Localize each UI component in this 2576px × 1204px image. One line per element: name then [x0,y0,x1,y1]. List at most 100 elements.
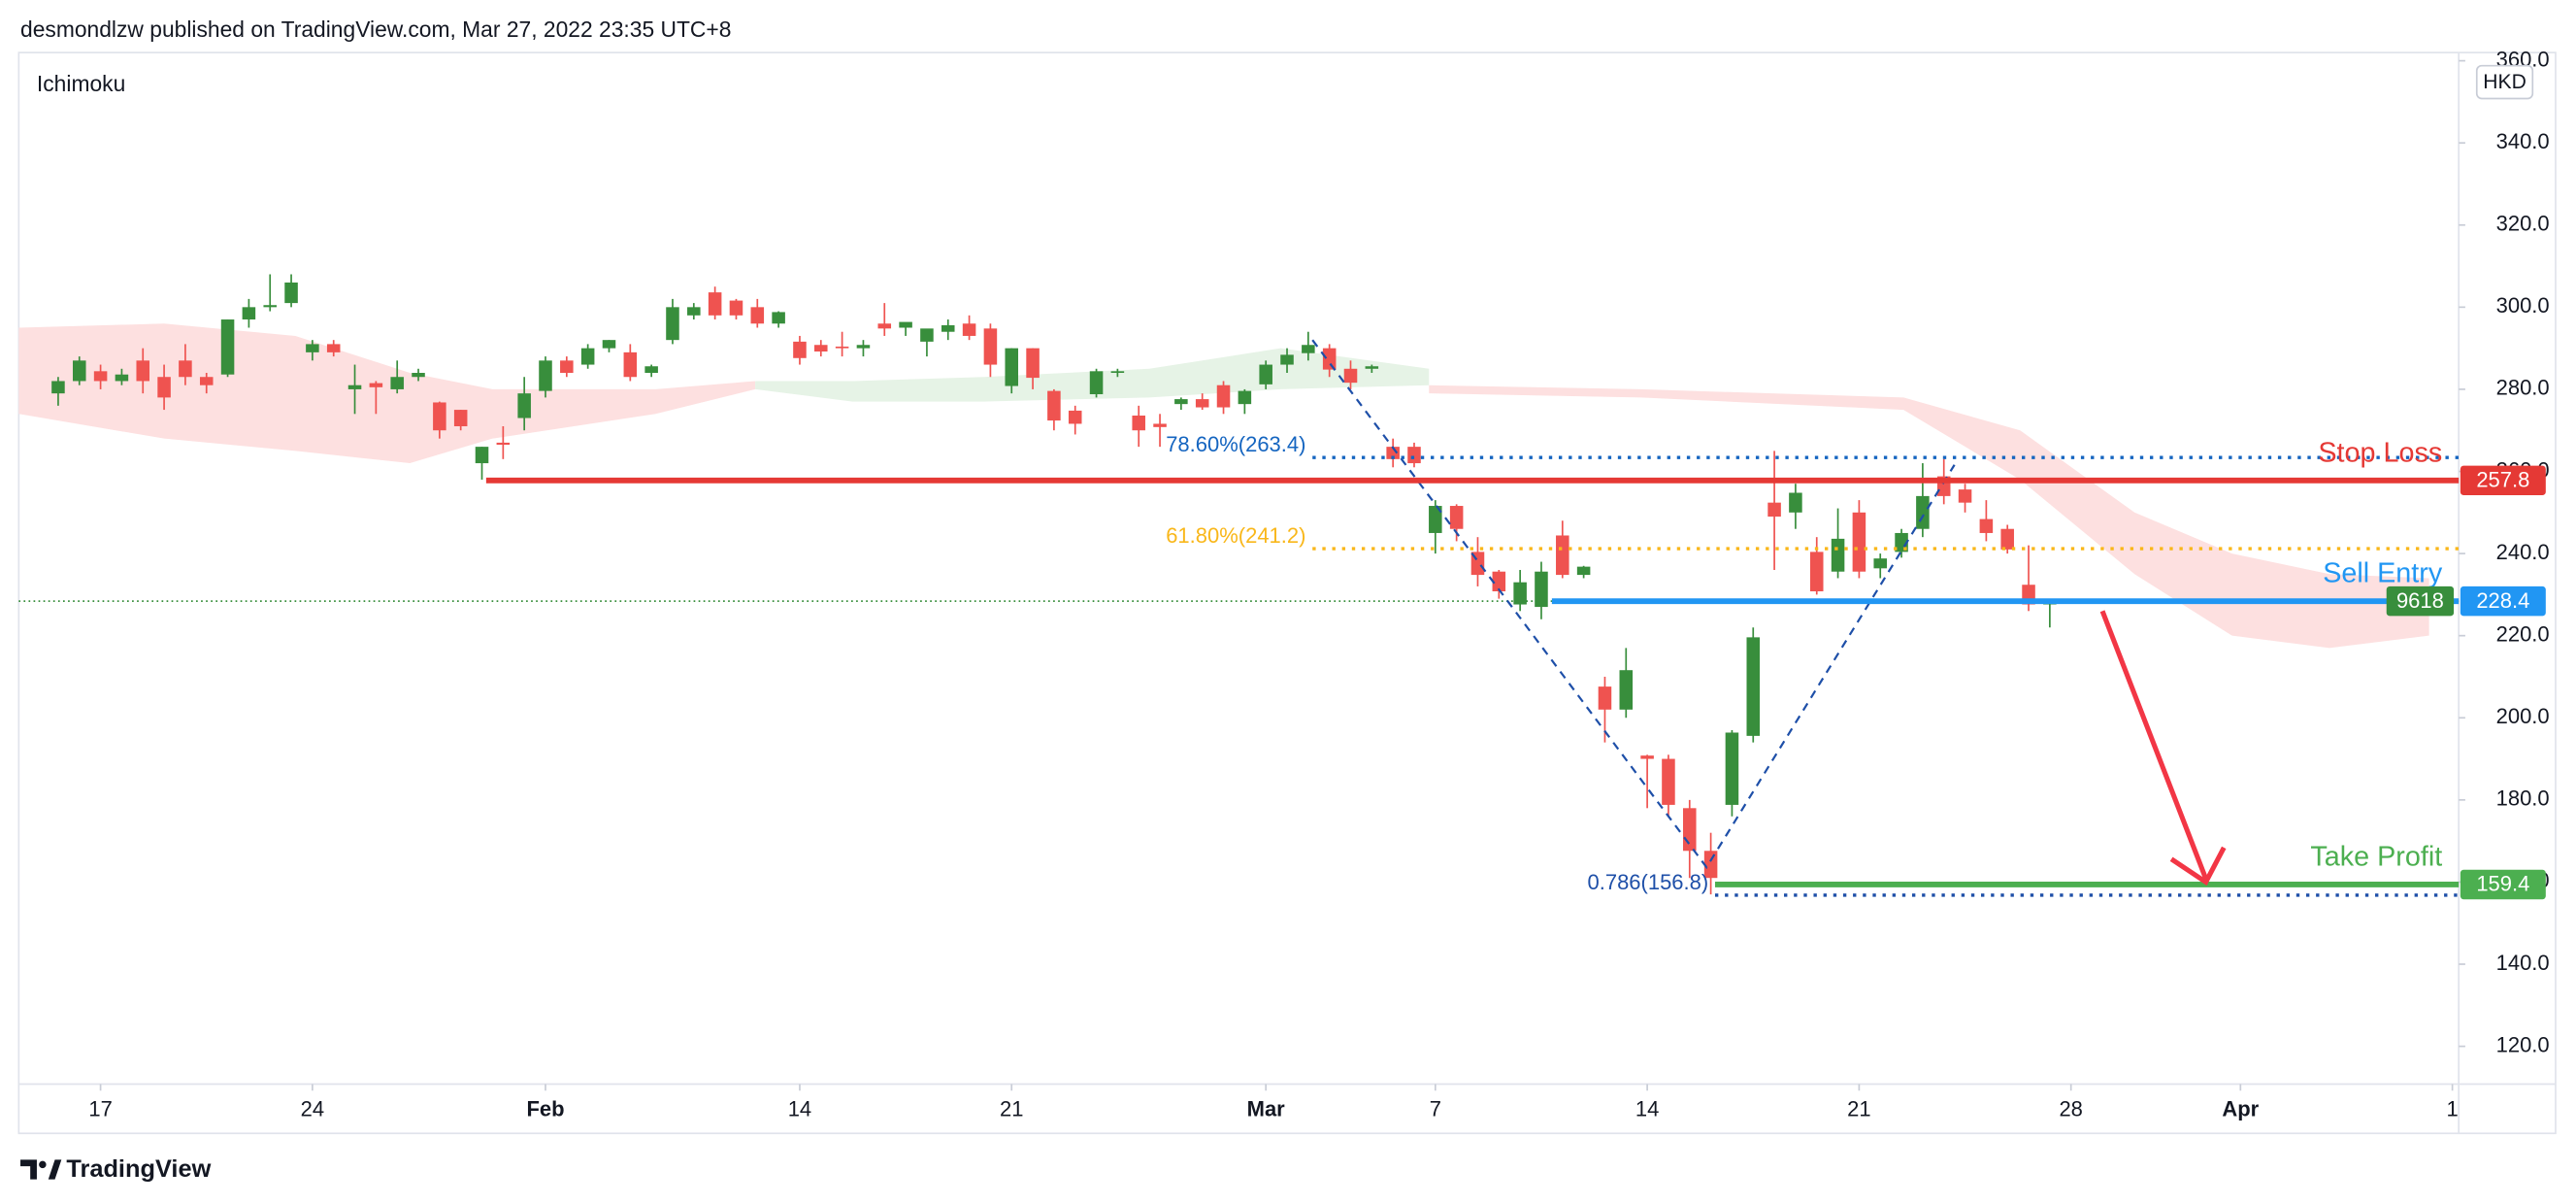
candle-body [539,360,552,391]
candle-body [1979,518,1994,533]
candle-body [1535,571,1548,608]
fib-label: 0.786(156.8) [1588,870,1709,894]
x-tick-label: Feb [526,1096,564,1120]
candle-body [72,360,86,382]
candle-body [1513,582,1527,605]
x-tick-label: 17 [88,1096,112,1120]
candle-body [369,383,383,387]
candle-body [1831,538,1845,572]
candle-body [772,312,785,324]
candle-body [1789,492,1802,513]
x-tick-label: 28 [2059,1096,2082,1120]
pattern-line [1311,339,1956,870]
candle-body [242,307,256,320]
candle-body [1302,345,1315,353]
candle-body [1216,385,1231,408]
x-tick-label: 21 [1847,1096,1870,1120]
candle-body [1576,566,1591,576]
candle-body [179,360,192,378]
candle-body [1916,495,1930,529]
candle-body [1195,399,1209,408]
candle-body [1958,489,1972,503]
level-name: Take Profit [2310,841,2442,872]
candle-body [877,323,892,329]
candle-body [1556,535,1569,576]
candle-body [1005,348,1019,386]
candle-body [708,292,722,316]
footer-brand: TradingView [66,1155,211,1183]
candle-body [1809,552,1824,592]
candle-body [602,340,616,349]
x-tick-label: Apr [2222,1096,2259,1120]
y-tick-label: 220.0 [2496,621,2550,646]
candle-body [644,366,658,374]
y-tick-label: 340.0 [2496,129,2550,153]
fib-label: 61.80%(241.2) [1166,523,1305,548]
price-tag-box [2460,869,2546,900]
candle-body [496,442,511,446]
level-name: Stop Loss [2318,437,2442,468]
candle-body [1238,390,1252,405]
candle-body [1280,354,1294,365]
candle-body [1343,368,1358,384]
candle-body [1429,506,1442,533]
currency-box [2475,64,2534,100]
candle-body [1047,390,1061,421]
candle-body [1725,732,1739,805]
x-tick-label: 14 [1635,1096,1659,1120]
price-tag-box [2460,585,2546,617]
tag-box [2386,585,2455,617]
y-tick-label: 180.0 [2496,786,2550,811]
level-name: Sell Entry [2323,558,2443,589]
header-text: desmondlzw published on TradingView.com,… [20,17,731,42]
candle-body [433,402,446,431]
tradingview-logo [20,1159,62,1180]
candle-body [1174,399,1188,405]
ichimoku-cloud [1429,385,2429,649]
candle-body [623,351,638,378]
price-tag: 228.4 [2476,588,2529,613]
candle-body [1110,371,1125,374]
candle-body [1640,755,1654,759]
candle-body [560,360,574,374]
candle-body [326,344,341,352]
candle-body [1132,415,1145,431]
candle-body [93,371,108,382]
candle-body [1852,512,1866,572]
candle-body [920,328,934,342]
candle-body [220,319,235,375]
x-tick-label: 21 [1000,1096,1023,1120]
candle-body [1598,686,1612,710]
candle-body [284,282,298,304]
price-tag: 257.8 [2476,467,2529,491]
x-tick-label: 14 [788,1096,811,1120]
candle-body [1449,506,1464,529]
candle-body [1619,670,1634,710]
candle-body [1259,364,1272,385]
candle-body [347,385,362,389]
candle-body [1703,851,1718,879]
x-tick-label: 7 [1430,1096,1441,1120]
candle-body [1767,502,1781,518]
candle-body [263,305,277,308]
candle-body [412,373,425,378]
candle-body [199,377,214,385]
price-tag: 159.4 [2476,872,2529,896]
candle-body [1089,371,1104,395]
candle-body [453,410,468,426]
y-tick-label: 140.0 [2496,951,2550,975]
candle-body [1386,447,1400,459]
candle-body [115,374,129,382]
candle-body [856,345,871,349]
candle-body [1153,423,1167,427]
y-tick-label: 320.0 [2496,212,2550,236]
candle-body [899,321,912,328]
candle-body [687,307,701,316]
candle-body [814,345,828,352]
x-tick-label: 24 [301,1096,324,1120]
candle-body [1322,348,1337,370]
candle-body [1492,571,1506,592]
x-tick-label: 1 [2447,1096,2459,1120]
y-tick-label: 280.0 [2496,376,2550,400]
